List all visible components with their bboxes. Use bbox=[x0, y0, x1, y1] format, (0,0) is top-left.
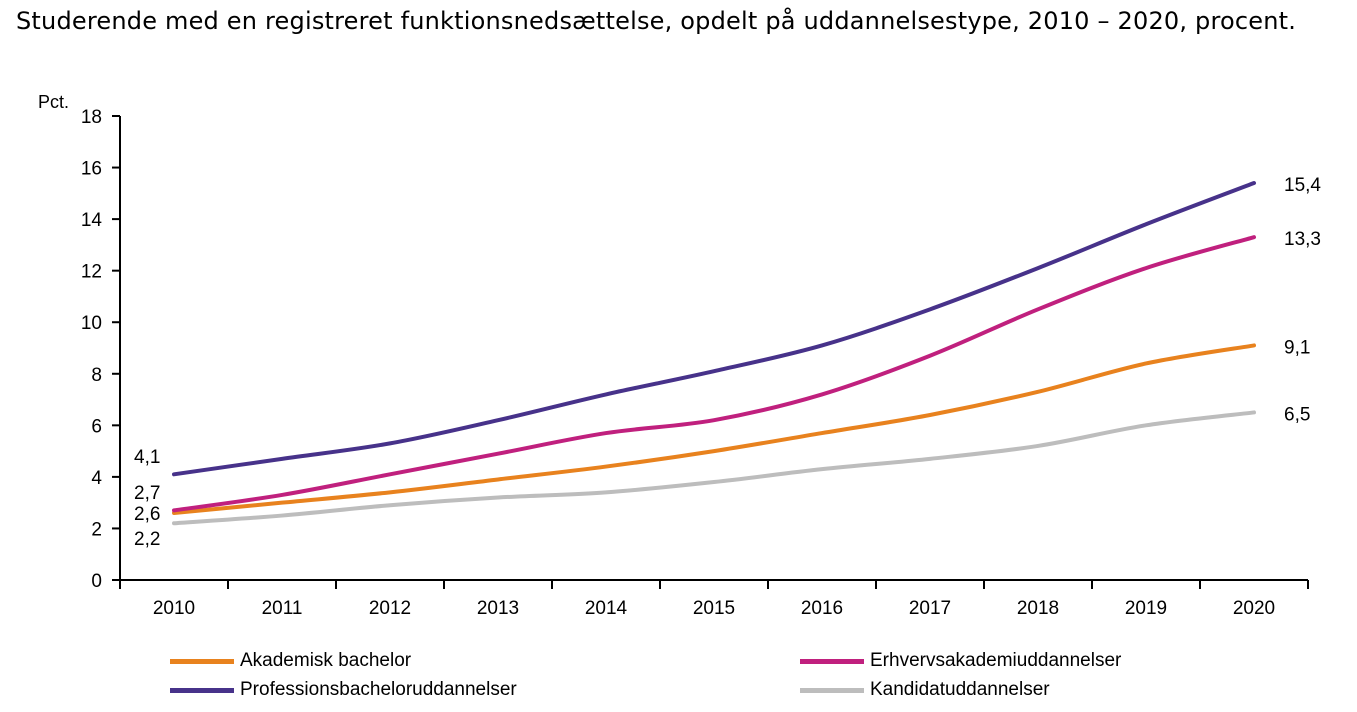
data-label-start: 4,1 bbox=[134, 447, 160, 468]
x-tick-label: 2014 bbox=[585, 598, 628, 619]
data-label-start: 2,7 bbox=[134, 483, 160, 504]
series-line-professionsbacheloruddannelser bbox=[172, 181, 1256, 477]
chart-title: Studerende med en registreret funktionsn… bbox=[16, 7, 1297, 35]
series-line-akademisk-bachelor bbox=[172, 343, 1256, 515]
x-tick-label: 2018 bbox=[1017, 598, 1059, 619]
y-tick-label: 10 bbox=[81, 313, 102, 334]
x-tick-label: 2011 bbox=[262, 598, 303, 619]
y-tick-label: 6 bbox=[91, 416, 102, 437]
series-line-erhvervsakademiuddannelser bbox=[172, 235, 1256, 513]
x-tick-label: 2016 bbox=[801, 598, 843, 619]
data-labels: 2,6 9,1 2,7 13,3 4,1 15,4 2,2 6,5 bbox=[134, 175, 1321, 550]
y-tick-label: 18 bbox=[81, 107, 102, 128]
y-tick-label: 0 bbox=[91, 571, 102, 592]
x-tick-label: 2019 bbox=[1125, 598, 1167, 619]
y-tick-label: 12 bbox=[81, 262, 102, 283]
x-tick-label: 2020 bbox=[1233, 598, 1275, 619]
data-label-end: 15,4 bbox=[1284, 175, 1321, 196]
x-tick-label: 2012 bbox=[369, 598, 411, 619]
y-tick-label: 4 bbox=[91, 468, 102, 489]
data-label-end: 6,5 bbox=[1284, 404, 1310, 425]
data-label-start: 2,6 bbox=[134, 504, 160, 525]
data-label-start: 2,2 bbox=[134, 529, 160, 550]
x-tick-label: 2015 bbox=[693, 598, 735, 619]
series-lines bbox=[172, 181, 1256, 526]
y-tick-label: 14 bbox=[81, 210, 103, 231]
data-label-end: 13,3 bbox=[1284, 229, 1321, 250]
axes: 0 2 4 6 8 10 12 14 16 18 Pct. 2010 2011 2012 2013 2014 2… bbox=[38, 92, 1309, 619]
y-tick-label: 16 bbox=[81, 159, 102, 180]
x-tick-label: 2013 bbox=[477, 598, 519, 619]
y-tick-label: 2 bbox=[91, 519, 102, 540]
y-tick-label: 8 bbox=[91, 365, 102, 386]
series-line-kandidatuddannelser bbox=[172, 410, 1256, 526]
data-label-end: 9,1 bbox=[1284, 337, 1310, 358]
x-tick-label: 2017 bbox=[909, 598, 951, 619]
x-tick-label: 2010 bbox=[153, 598, 195, 619]
y-axis-label: Pct. bbox=[38, 92, 69, 112]
